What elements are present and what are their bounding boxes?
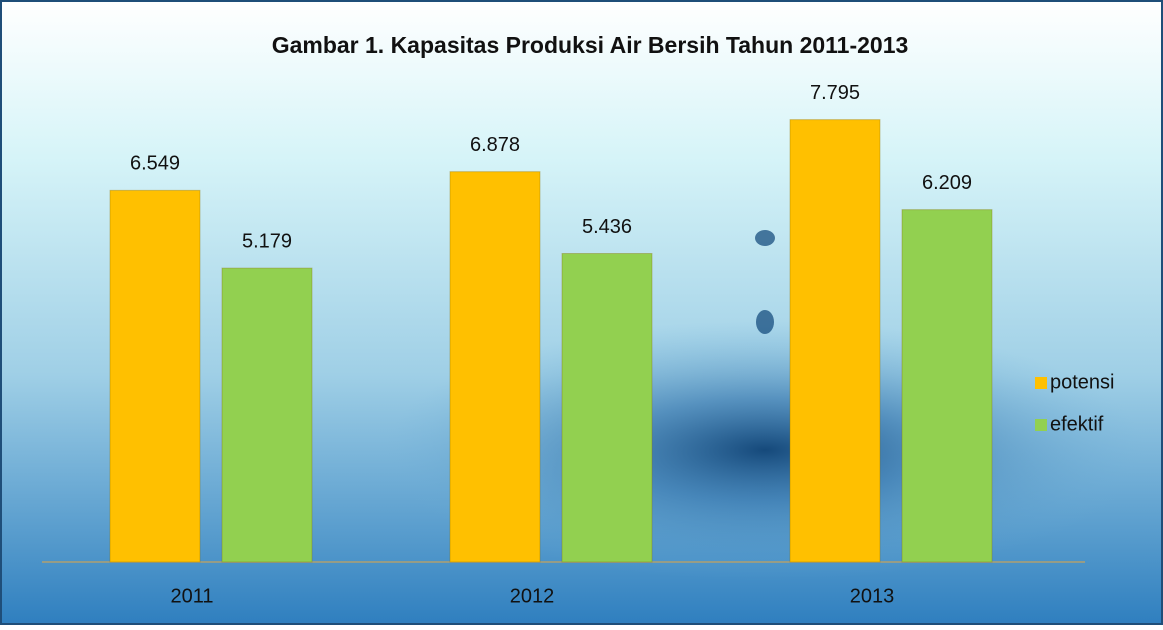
water-drop	[755, 230, 775, 246]
value-label: 5.436	[582, 216, 632, 238]
bar	[561, 253, 653, 563]
value-label: 5.179	[242, 230, 292, 252]
bar	[109, 189, 201, 563]
value-label: 6.878	[470, 134, 520, 156]
value-label: 7.795	[810, 82, 860, 104]
water-drop	[756, 310, 774, 334]
legend-swatch	[1035, 419, 1047, 431]
x-tick-label: 2013	[850, 585, 895, 607]
legend-swatch	[1035, 377, 1047, 389]
bar	[789, 119, 881, 563]
legend-label: efektif	[1050, 413, 1104, 435]
x-tick-label: 2012	[510, 585, 555, 607]
value-label: 6.209	[922, 172, 972, 194]
bar	[901, 209, 993, 563]
value-label: 6.549	[130, 153, 180, 175]
bar	[221, 267, 313, 563]
legend-label: potensi	[1050, 371, 1115, 393]
bar	[449, 171, 541, 563]
chart-title: Gambar 1. Kapasitas Produksi Air Bersih …	[272, 32, 909, 58]
x-tick-label: 2011	[170, 585, 213, 607]
